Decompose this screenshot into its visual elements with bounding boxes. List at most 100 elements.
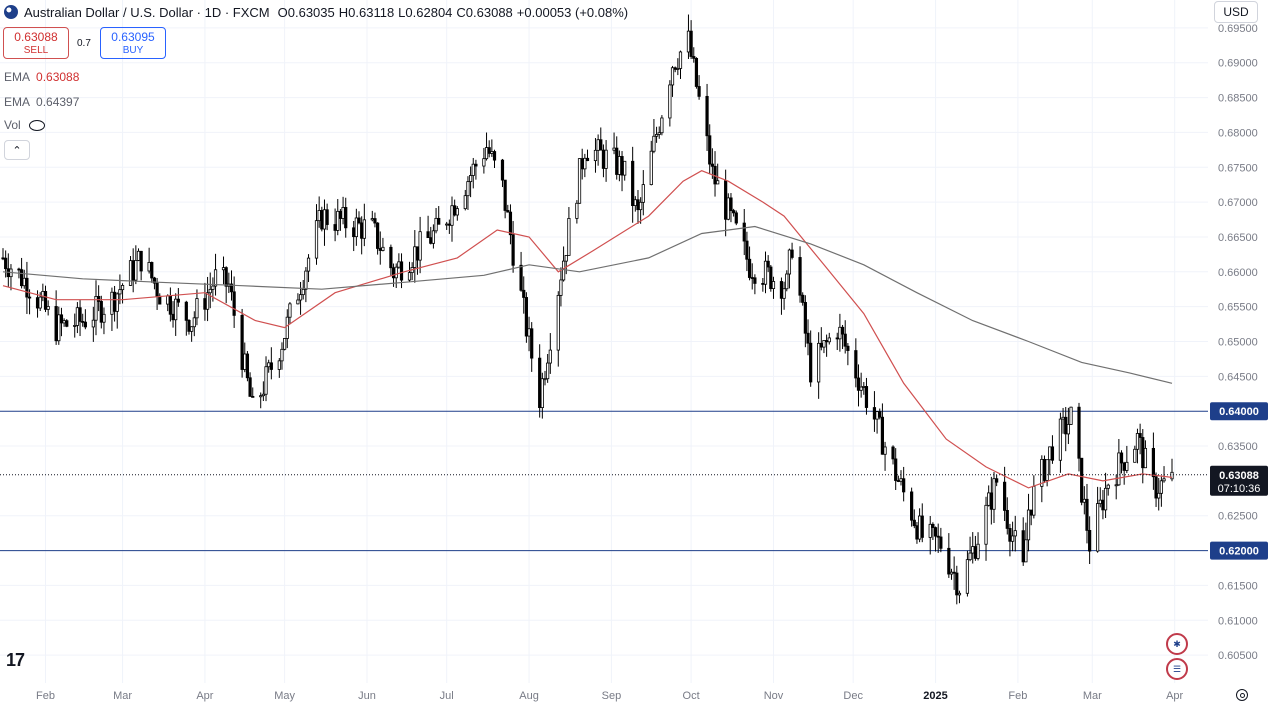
candle-body xyxy=(1159,480,1163,494)
candle-body xyxy=(654,134,659,137)
candle-body xyxy=(1170,471,1174,480)
candle-body xyxy=(692,56,696,59)
candle-body xyxy=(97,295,101,302)
eye-off-icon[interactable] xyxy=(28,120,45,132)
ema-slow-legend[interactable]: EMA 0.64397 xyxy=(4,95,79,109)
candle-body xyxy=(955,572,959,596)
tradingview-logo-icon[interactable]: 17 xyxy=(6,650,25,670)
symbol-title[interactable]: Australian Dollar / U.S. Dollar · 1D · F… xyxy=(24,4,270,20)
price-tick-label: 0.63500 xyxy=(1218,441,1258,453)
collapse-chevron-icon[interactable]: ⌃ xyxy=(4,140,30,160)
price-axis[interactable]: 0.69500 0.69000 0.68500 0.68000 0.67500 0.670… xyxy=(1208,0,1278,707)
candle-body xyxy=(694,57,699,87)
candle-body xyxy=(65,320,69,327)
candle-body xyxy=(468,175,473,183)
candle-body xyxy=(583,157,587,170)
candle-body xyxy=(809,342,813,383)
au-flag-icon[interactable]: ✱ xyxy=(1166,633,1188,655)
candle-body xyxy=(519,264,523,291)
close-value: C0.63088 xyxy=(456,4,513,20)
candle-body xyxy=(243,353,247,370)
candle-body xyxy=(604,149,608,169)
candle-body xyxy=(484,147,489,160)
candle-body xyxy=(766,260,770,268)
time-tick-label: Mar xyxy=(1083,690,1102,702)
candle-body xyxy=(896,480,900,482)
time-axis[interactable]: Feb Mar Apr May Jun Jul Aug Sep Oct Nov Dec 2025 Feb… xyxy=(36,690,1184,702)
candle-body xyxy=(362,219,366,239)
candle-body xyxy=(968,552,972,561)
candle-body xyxy=(320,210,324,230)
candle-body xyxy=(1143,447,1148,469)
candle-body xyxy=(538,357,542,409)
candle-body xyxy=(819,342,823,348)
candle-body xyxy=(373,218,377,224)
candle-body xyxy=(623,160,627,176)
price-tick-label: 0.61500 xyxy=(1218,580,1258,592)
candle-body xyxy=(1069,406,1073,425)
time-tick-label: Feb xyxy=(36,690,55,702)
candle-body xyxy=(415,246,420,261)
candle-body xyxy=(939,536,943,549)
candle-body xyxy=(891,446,895,460)
candle-body xyxy=(689,30,693,57)
candle-body xyxy=(322,209,327,230)
us-flag-icon[interactable]: ☰ xyxy=(1166,658,1188,680)
candle-body xyxy=(118,289,122,295)
candle-body xyxy=(641,184,645,203)
candle-body xyxy=(649,150,653,186)
candle-body xyxy=(192,317,196,328)
candle-body xyxy=(506,210,510,213)
candle-body xyxy=(543,378,547,381)
sell-price: 0.63088 xyxy=(14,30,58,44)
time-tick-label: Oct xyxy=(683,690,700,702)
candle-body xyxy=(463,195,467,210)
candle-body xyxy=(910,491,914,521)
candle-body xyxy=(171,313,175,321)
candle-body xyxy=(530,328,534,359)
candle-body xyxy=(761,283,765,285)
candle-body xyxy=(391,267,396,279)
candle-body xyxy=(660,117,664,134)
buy-button[interactable]: 0.63095 BUY xyxy=(100,27,166,59)
candle-body xyxy=(46,306,50,310)
candle-body xyxy=(971,546,975,554)
volume-legend[interactable]: Vol xyxy=(4,118,45,132)
candle-body xyxy=(522,289,526,298)
candle-body xyxy=(450,205,454,226)
candle-body xyxy=(883,446,887,455)
ema-fast-legend[interactable]: EMA 0.63088 xyxy=(4,70,79,84)
sell-button[interactable]: 0.63088 SELL xyxy=(3,27,69,59)
currency-button[interactable]: USD xyxy=(1214,1,1258,23)
candle-body xyxy=(389,246,393,269)
candle-body xyxy=(267,362,271,368)
level-label: 0.64000 xyxy=(1219,406,1259,418)
candlesticks xyxy=(1,14,1174,605)
candle-body xyxy=(445,223,449,226)
candle-body xyxy=(134,260,138,281)
time-tick-label: Feb xyxy=(1008,690,1027,702)
candle-body xyxy=(240,314,244,370)
ema-slow-line xyxy=(2,225,1173,384)
candle-body xyxy=(1101,499,1105,511)
candle-body xyxy=(1045,459,1049,481)
level-label: 0.62000 xyxy=(1219,546,1259,558)
candle-body xyxy=(859,386,863,391)
candle-body xyxy=(872,407,877,420)
candle-body xyxy=(75,307,79,326)
candle-body xyxy=(259,395,263,398)
candle-body xyxy=(152,277,157,284)
candle-body xyxy=(221,267,226,271)
candle-body xyxy=(224,267,228,287)
price-tick-label: 0.64500 xyxy=(1218,371,1258,383)
candle-body xyxy=(732,210,736,214)
time-tick-label: Mar xyxy=(113,690,132,702)
candle-body xyxy=(17,268,21,271)
price-tick-label: 0.68000 xyxy=(1218,127,1258,139)
settings-gear-icon[interactable] xyxy=(1236,689,1248,701)
candle-body xyxy=(195,298,199,319)
candle-body xyxy=(856,377,861,391)
candle-body xyxy=(678,51,683,69)
candle-body xyxy=(261,393,265,397)
